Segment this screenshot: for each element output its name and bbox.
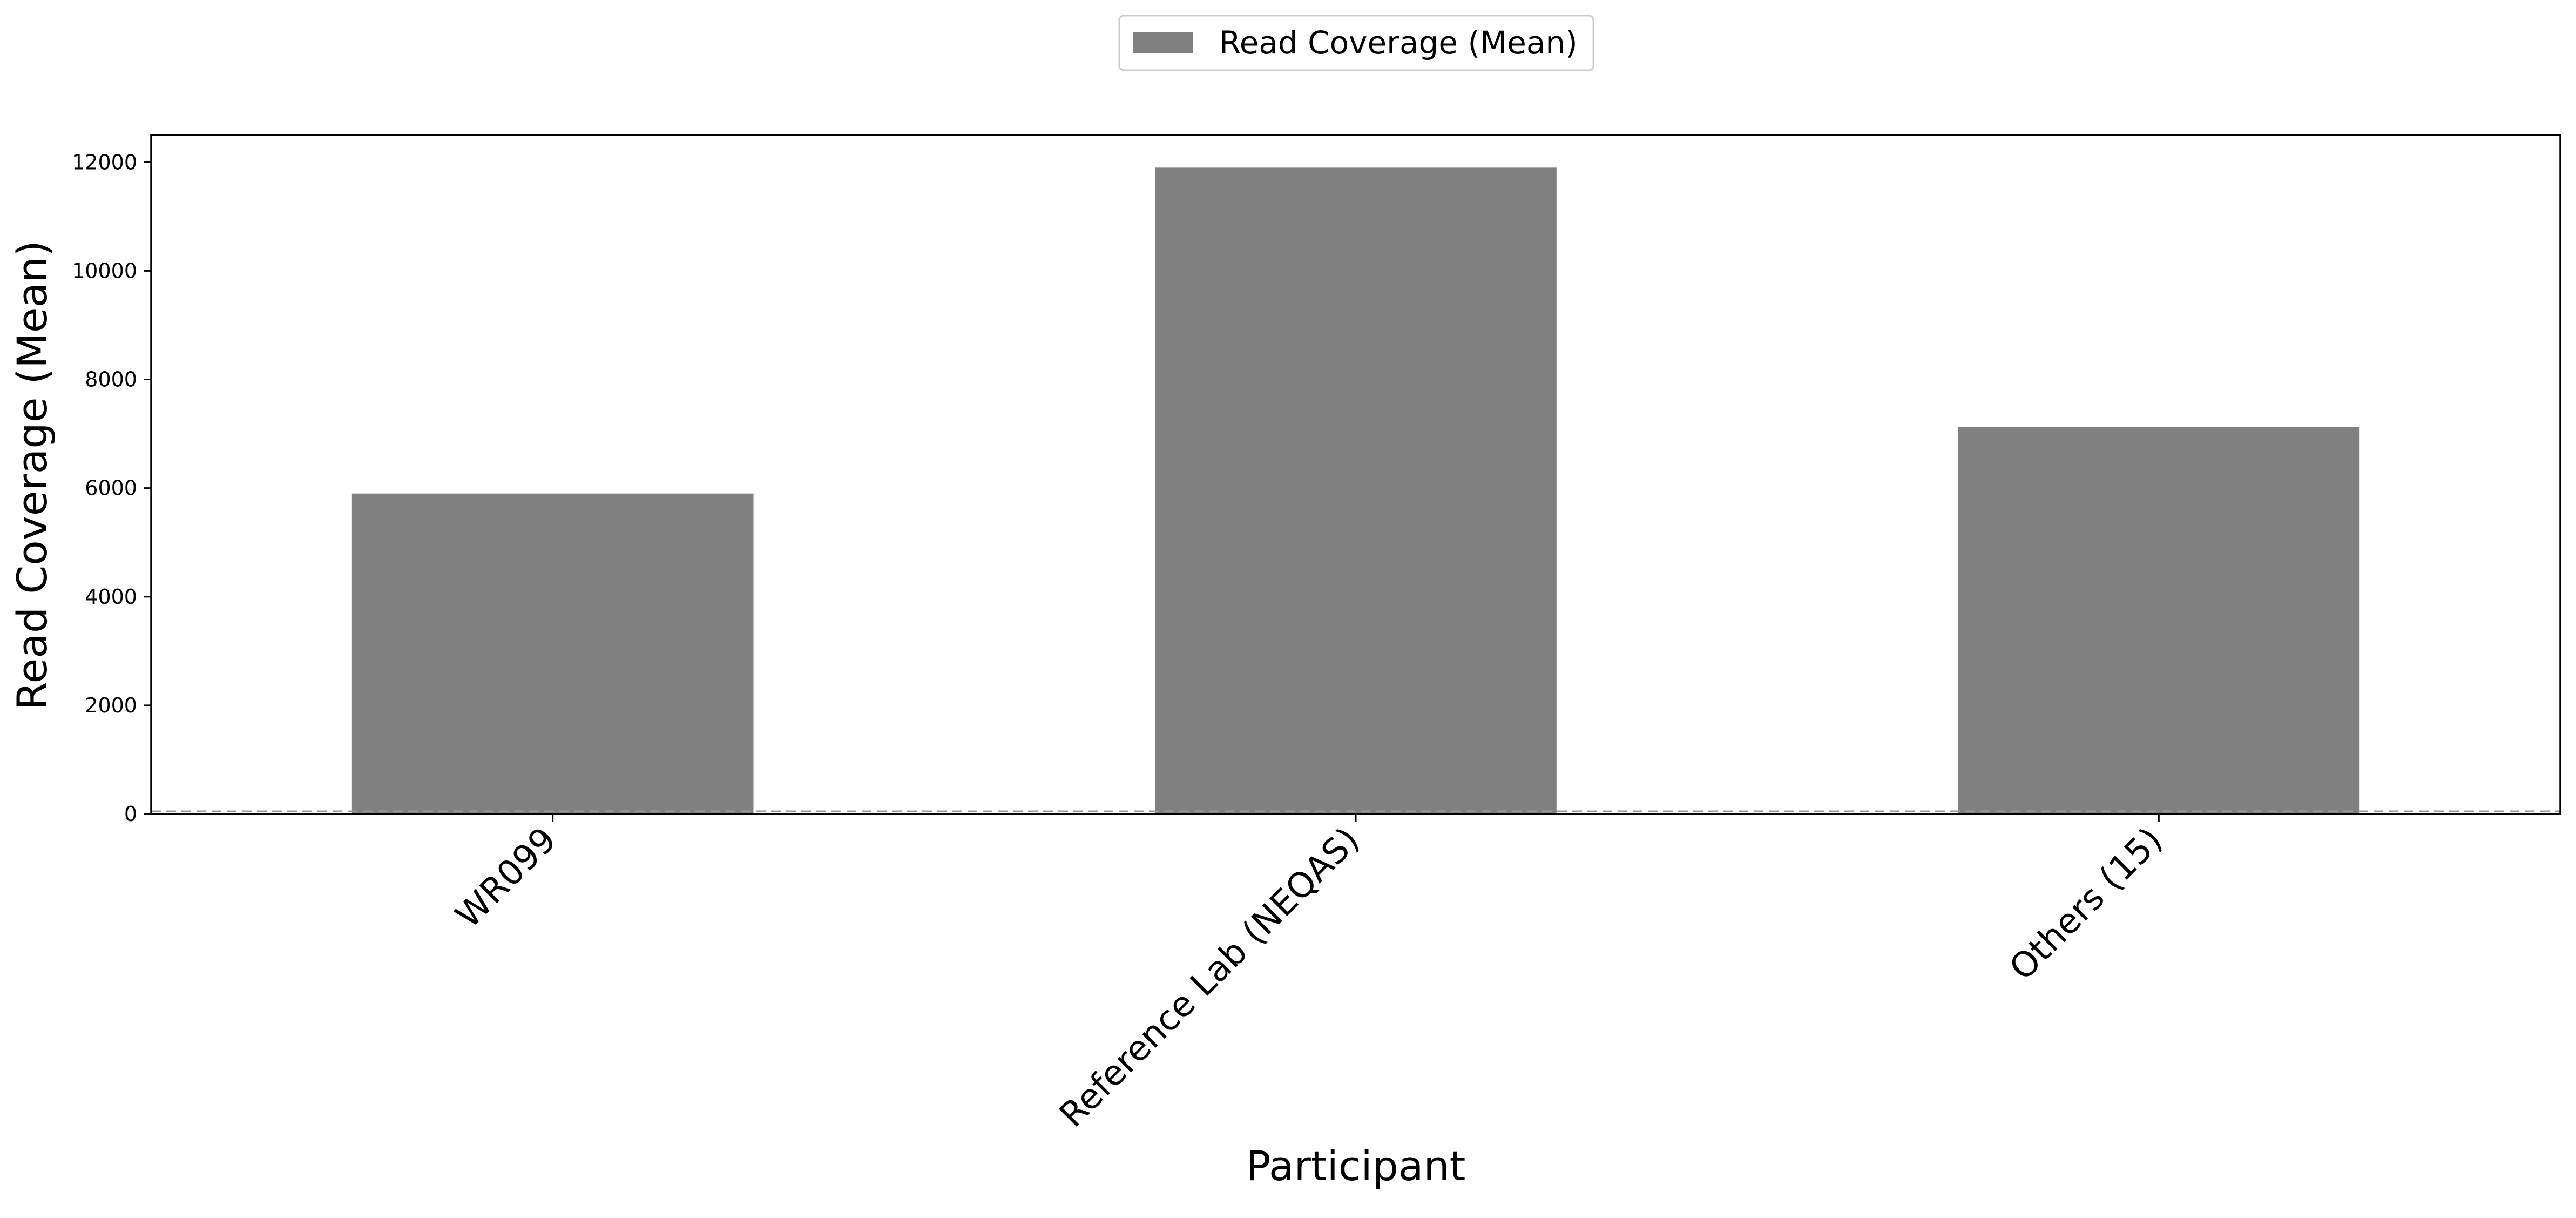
bars: [351, 167, 2360, 815]
legend-frame: [1118, 15, 1594, 71]
bar: [1958, 427, 2360, 814]
y-tick-label: 6000: [85, 476, 137, 500]
y-tick-label: 8000: [85, 368, 137, 392]
y-tick-label: 12000: [72, 150, 137, 174]
y-tick-label: 2000: [85, 694, 137, 717]
legend: Read Coverage (Mean): [1118, 15, 1594, 71]
bar: [351, 493, 754, 814]
x-axis-label: Participant: [1246, 1142, 1466, 1190]
x-tick-label: WR099: [448, 820, 564, 936]
x-axis: WR099 Reference Lab (NEQAS) Others (15): [448, 814, 2171, 1135]
y-tick-label: 0: [124, 802, 137, 826]
y-axis-label: Read Coverage (Mean): [8, 240, 56, 710]
bar: [1155, 167, 1557, 815]
y-tick-label: 10000: [72, 259, 137, 282]
x-tick-label: Others (15): [2002, 820, 2171, 988]
legend-label: Read Coverage (Mean): [1219, 24, 1578, 61]
y-axis: 0 2000 4000 6000 8000 10000 12000: [72, 150, 151, 826]
x-tick-label: Reference Lab (NEQAS): [1052, 820, 1368, 1135]
legend-swatch: [1133, 32, 1193, 53]
y-tick-label: 4000: [85, 585, 137, 609]
